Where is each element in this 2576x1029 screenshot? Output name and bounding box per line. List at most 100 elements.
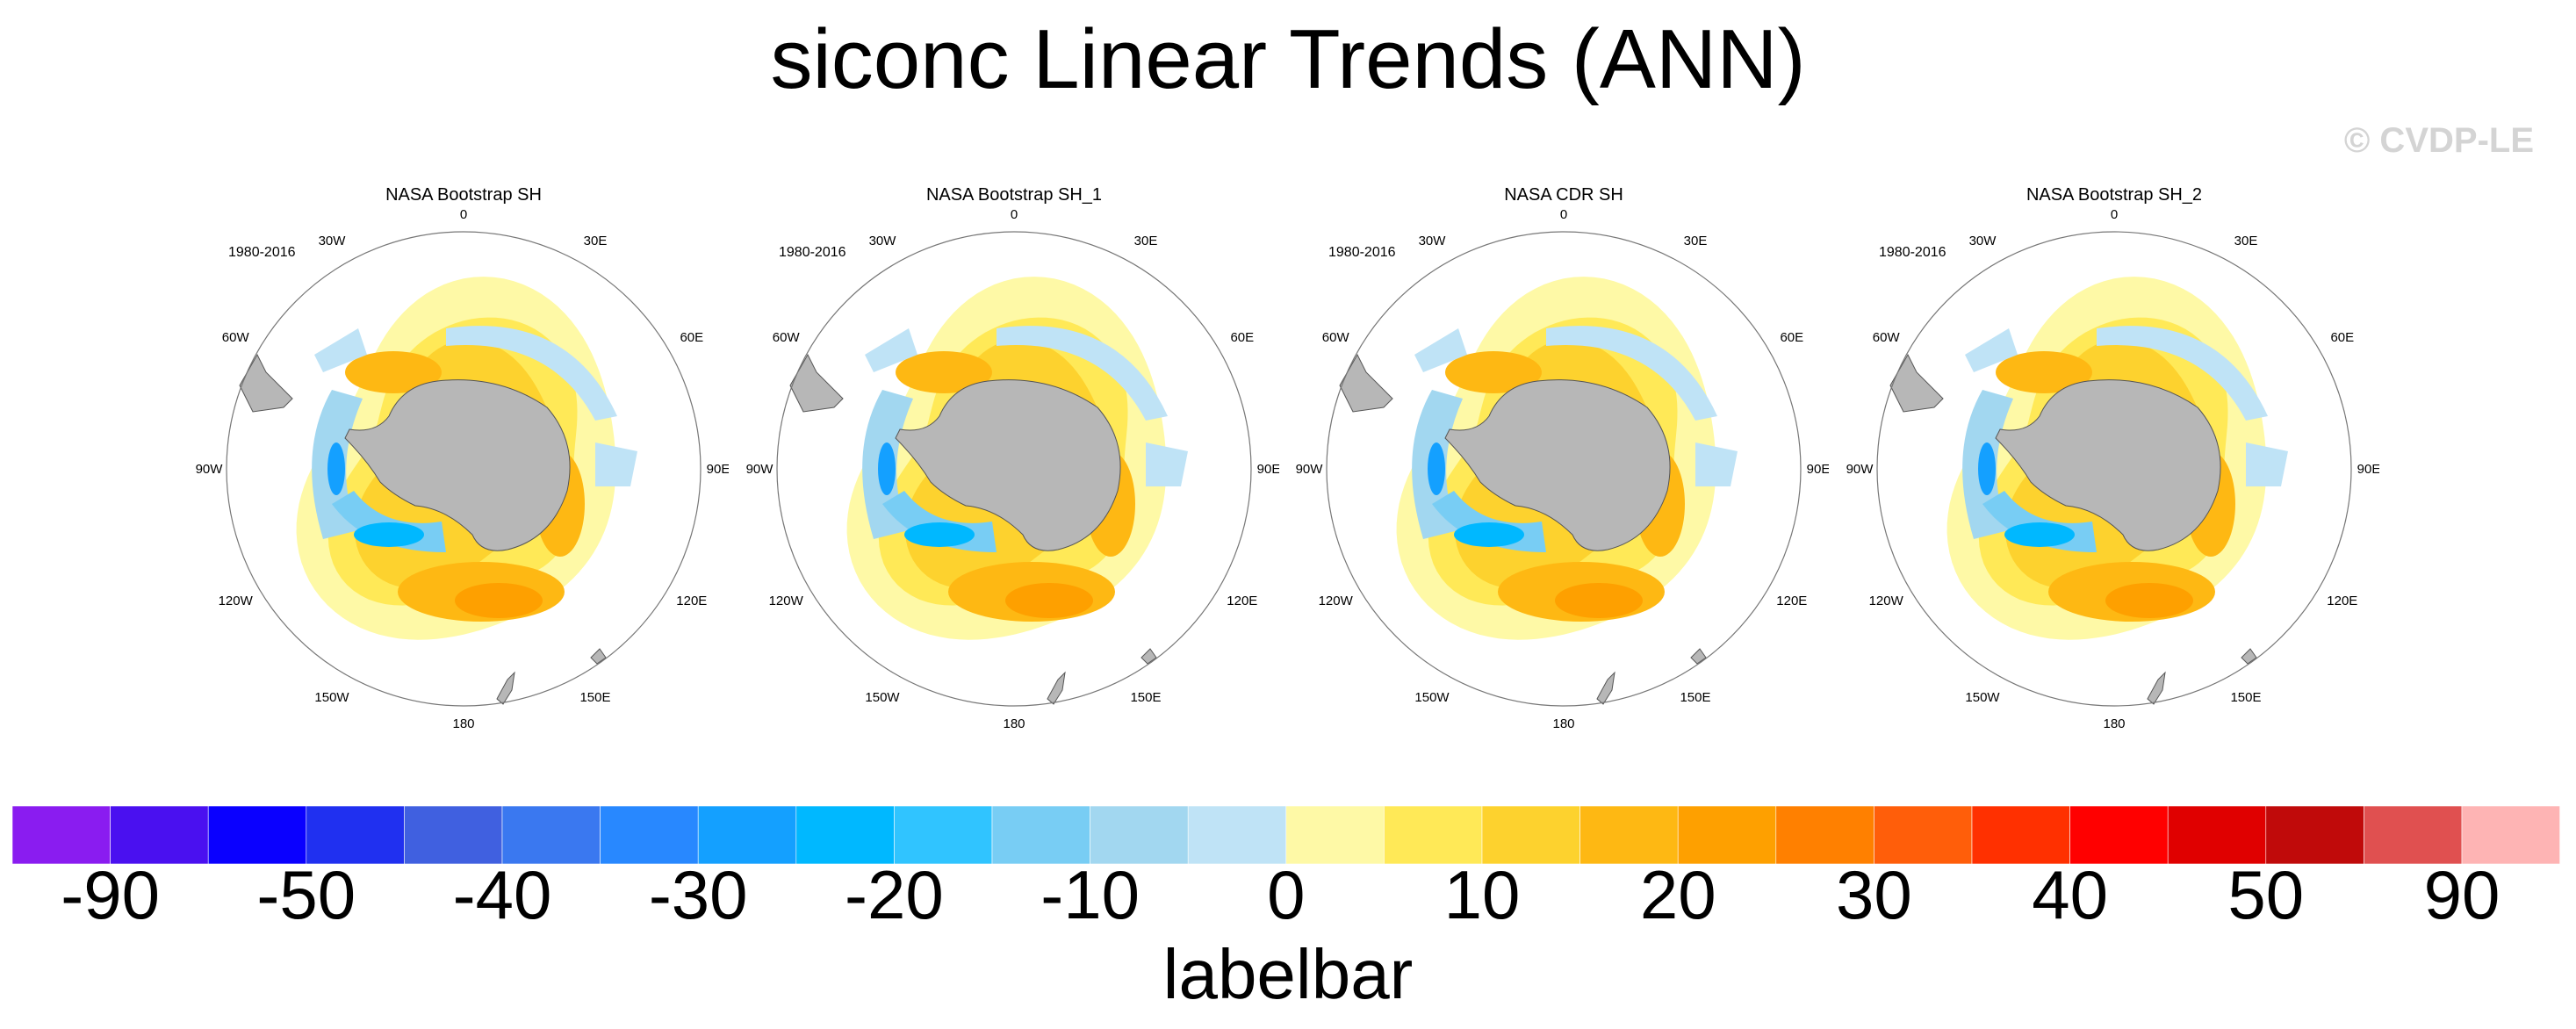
longitude-label: 120W [1869,594,1904,608]
longitude-label: 150W [865,690,900,705]
labelbar-box [600,806,699,865]
figure-title: siconc Linear Trends (ANN) [770,12,1806,106]
longitude-label: 30E [584,234,608,248]
labelbar-tick-label: 0 [1267,856,1305,929]
labelbar-box [2461,806,2560,865]
longitude-label: 90W [746,462,774,477]
panel-period: 1980-2016 [1328,245,1396,260]
labelbar-box [110,806,209,865]
longitude-label: 0 [1560,207,1567,222]
longitude-label: 60W [1322,330,1350,345]
tasmania-landmass [1140,648,1157,665]
south-america-landmass [1889,353,1944,413]
labelbar-box [795,806,895,865]
longitude-label: 150E [1680,690,1710,705]
labelbar-box [1677,806,1777,865]
map-boundary [1326,231,1802,707]
panel-period: 1980-2016 [228,245,296,260]
longitude-label: 0 [2111,207,2118,222]
map-panel-4: NASA Bootstrap SH_2 1980-2016 0 30E 60E 90E 12… [1835,176,2379,738]
longitude-label: 90W [196,462,224,477]
longitude-label: 60W [773,330,801,345]
longitude-label: 30W [869,234,897,248]
copyright-watermark: © CVDP-LE [2343,121,2534,160]
antarctica-landmass [1444,379,1671,551]
labelbar-tick-label: 10 [1444,856,1521,929]
longitude-label: 0 [460,207,467,222]
longitude-label: 90E [707,462,729,477]
longitude-label: 180 [1552,716,1574,731]
labelbar-tick-label: -30 [649,856,748,929]
new-zealand-landmass [1596,671,1615,705]
labelbar-tick-label: 30 [1836,856,1912,929]
labelbar-tick-label: 90 [2424,856,2500,929]
map-boundary [776,231,1252,707]
tasmania-landmass [590,648,607,665]
longitude-label: 30W [319,234,347,248]
labelbar-tick-label: 20 [1640,856,1716,929]
labelbar-box [2364,806,2463,865]
longitude-label: 30E [1134,234,1158,248]
panel-title: NASA Bootstrap SH [385,185,542,205]
labelbar-box [1971,806,2070,865]
antarctica-landmass [1995,379,2221,551]
longitude-label: 0 [1011,207,1018,222]
longitude-label: 30E [2234,234,2258,248]
labelbar-box [1874,806,1973,865]
labelbar-box [894,806,993,865]
longitude-label: 60E [1230,330,1254,345]
panel-title: NASA Bootstrap SH_1 [926,185,1102,205]
map-boundary [226,231,702,707]
antarctica-landmass [895,379,1121,551]
labelbar-tick-label: 50 [2227,856,2304,929]
labelbar-tick-label: -10 [1040,856,1140,929]
longitude-label: 30E [1684,234,1708,248]
tasmania-landmass [1690,648,1707,665]
new-zealand-landmass [1047,671,1066,705]
longitude-label: 120E [2327,594,2357,608]
longitude-label: 180 [452,716,474,731]
map-panel-2: NASA Bootstrap SH_1 1980-2016 0 30E 60E 90E 12… [735,176,1279,738]
antarctica-landmass [344,379,571,551]
labelbar-box [1187,806,1287,865]
map-boundary [1876,231,2352,707]
panel-period: 1980-2016 [779,245,846,260]
labelbar-box [207,806,307,865]
labelbar-title: labelbar [1162,935,1414,1013]
labelbar: -90 -50 -40 -30 -20 -10 0 10 20 30 40 50 90 [12,806,2560,929]
longitude-label: 120E [1227,594,1257,608]
panel-title: NASA CDR SH [1504,185,1623,205]
longitude-label: 120W [219,594,254,608]
labelbar-box [1384,806,1483,865]
labelbar-box [991,806,1090,865]
longitude-label: 120W [1319,594,1354,608]
labelbar-tick-label: -40 [453,856,552,929]
new-zealand-landmass [496,671,515,705]
longitude-label: 30W [1419,234,1447,248]
longitude-label: 150W [1414,690,1450,705]
longitude-label: 90W [1846,462,1874,477]
labelbar-box [306,806,405,865]
labelbar-box [1775,806,1874,865]
labelbar-tick-label: -20 [845,856,944,929]
panel-title: NASA Bootstrap SH_2 [2026,185,2202,205]
longitude-label: 150E [579,690,610,705]
sea-ice-trend-field [296,277,637,640]
labelbar-box [1579,806,1679,865]
longitude-label: 90E [1807,462,1829,477]
longitude-label: 60E [680,330,703,345]
longitude-label: 90W [1296,462,1324,477]
south-america-landmass [239,353,293,413]
longitude-label: 60E [2330,330,2354,345]
longitude-label: 90E [1257,462,1279,477]
longitude-label: 30W [1969,234,1997,248]
labelbar-box [2167,806,2267,865]
panel-period: 1980-2016 [1879,245,1946,260]
map-panel-3: NASA CDR SH 1980-2016 0 30E 60E 90E 120E 150E 18… [1284,176,1829,738]
labelbar-box [1285,806,1385,865]
new-zealand-landmass [2147,671,2166,705]
labelbar-tick-label: -50 [256,856,356,929]
longitude-label: 60E [1780,330,1803,345]
longitude-label: 120E [1776,594,1807,608]
south-america-landmass [789,353,844,413]
